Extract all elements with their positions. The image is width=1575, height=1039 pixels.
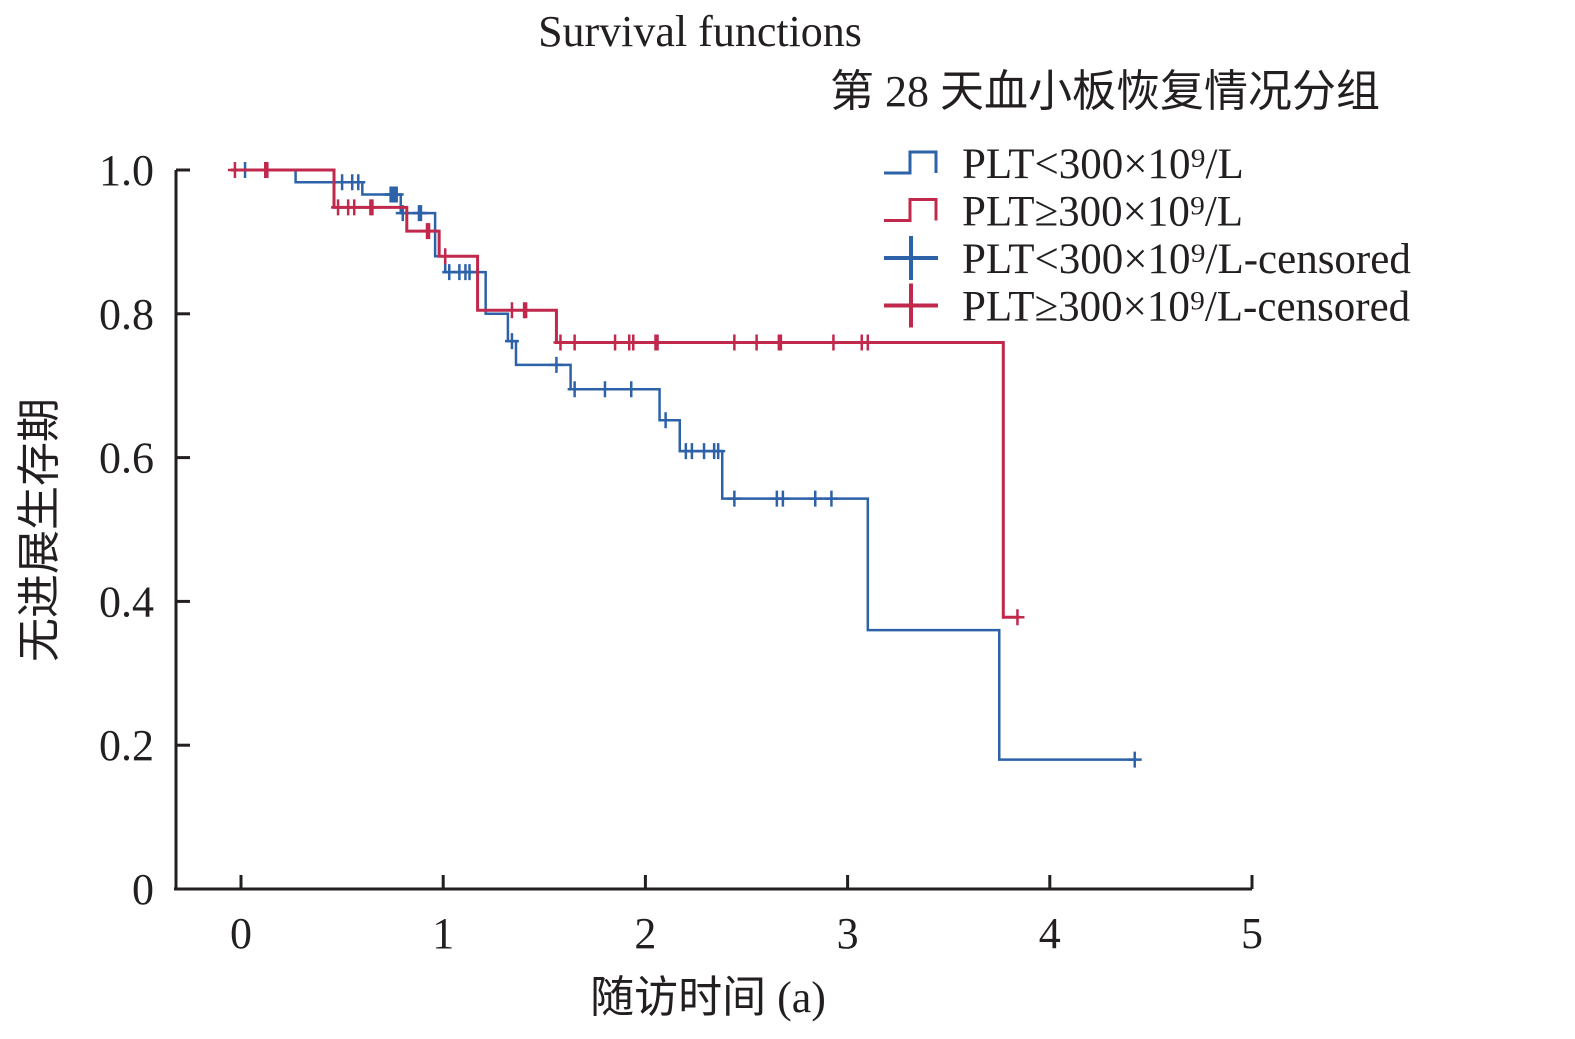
x-tick-label: 0 [230, 909, 252, 958]
censor-mark [775, 490, 790, 507]
legend-censor-icon [884, 236, 938, 280]
censor-mark [260, 162, 275, 178]
y-tick-label: 0.6 [99, 434, 154, 483]
censor-mark [504, 333, 519, 350]
censor-mark [773, 334, 788, 351]
censor-mark [749, 334, 764, 351]
censor-mark [1010, 609, 1025, 626]
chart-title: Survival functions [538, 7, 862, 56]
legend-label: PLT≥300×10⁹/L [962, 189, 1243, 236]
y-tick-label: 0.4 [99, 577, 154, 626]
censor-mark [658, 412, 673, 429]
censor-mark [422, 223, 437, 240]
y-axis-label: 无进展生存期 [15, 398, 64, 662]
censor-mark [351, 174, 366, 191]
x-tick-label: 3 [837, 909, 859, 958]
legend-item: PLT≥300×10⁹/L-censored [884, 283, 1410, 331]
censor-mark [1127, 751, 1142, 768]
censor-mark [567, 381, 582, 398]
y-tick-label: 0 [132, 865, 154, 914]
x-tick-label: 2 [634, 909, 656, 958]
censor-mark [597, 381, 612, 398]
legend-label: PLT≥300×10⁹/L-censored [962, 284, 1410, 331]
censor-mark [626, 334, 641, 351]
censor-mark [711, 443, 726, 460]
censor-mark [567, 334, 582, 351]
x-tick-label: 4 [1039, 909, 1061, 958]
axes [174, 170, 1252, 891]
legend: PLT<300×10⁹/LPLT≥300×10⁹/LPLT<300×10⁹/L-… [884, 141, 1411, 331]
plot-area [227, 162, 1142, 768]
y-tick-label: 1.0 [99, 146, 154, 195]
censor-mark [413, 205, 428, 222]
censor-mark [365, 199, 380, 216]
legend-item: PLT<300×10⁹/L [884, 141, 1244, 188]
censor-mark [438, 248, 453, 265]
censor-mark [824, 490, 839, 507]
censor-mark [650, 334, 665, 351]
x-tick-label: 1 [432, 909, 454, 958]
censor-mark [684, 443, 699, 460]
x-axis-label: 随访时间 (a) [590, 973, 826, 1022]
legend-label: PLT<300×10⁹/L-censored [962, 236, 1411, 283]
legend-title: 第 28 天血小板恢复情况分组 [830, 67, 1380, 116]
x-tick-label: 5 [1241, 909, 1263, 958]
censor-mark [808, 490, 823, 507]
censor-mark [608, 334, 623, 351]
censor-mark [389, 186, 404, 203]
censor-mark [727, 334, 742, 351]
censor-mark [347, 199, 362, 216]
series-0 [230, 162, 1142, 768]
censor-mark [860, 334, 875, 351]
censor-mark [727, 490, 742, 507]
censor-mark [462, 264, 477, 281]
legend-censor-icon [884, 283, 938, 328]
survival-step-line [230, 168, 1020, 619]
censor-mark [519, 302, 534, 319]
censor-mark [624, 381, 639, 398]
legend-step-icon [884, 198, 938, 222]
legend-label: PLT<300×10⁹/L [962, 141, 1244, 188]
y-tick-label: 0.8 [99, 290, 154, 339]
legend-item: PLT≥300×10⁹/L [884, 189, 1243, 236]
censor-mark [553, 334, 568, 351]
x-ticks: 0 1 2 3 4 5 [230, 875, 1263, 958]
censor-mark [549, 356, 564, 373]
y-tick-label: 0.2 [99, 721, 154, 770]
legend-item: PLT<300×10⁹/L-censored [884, 236, 1411, 283]
censor-mark [227, 162, 242, 178]
censor-mark [826, 334, 841, 351]
series-1 [227, 162, 1025, 626]
censor-mark [504, 302, 519, 319]
y-ticks: 0 0.2 0.4 0.6 0.8 1.0 [99, 146, 190, 914]
legend-step-icon [884, 150, 938, 175]
